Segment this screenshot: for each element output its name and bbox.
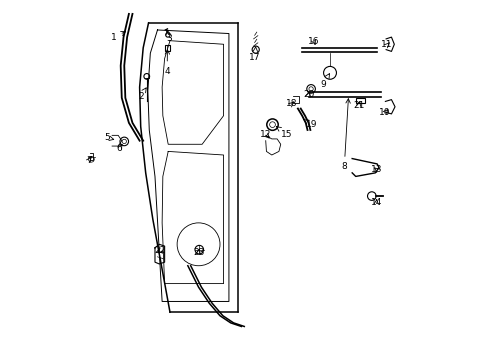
Text: 12: 12 bbox=[260, 130, 271, 139]
Text: 10: 10 bbox=[379, 108, 391, 117]
Text: 16: 16 bbox=[308, 37, 319, 46]
Text: 1: 1 bbox=[111, 31, 125, 42]
Text: 20: 20 bbox=[303, 90, 314, 99]
Text: 13: 13 bbox=[371, 166, 383, 175]
Text: 2: 2 bbox=[138, 88, 146, 100]
Text: 17: 17 bbox=[249, 47, 261, 62]
Text: 6: 6 bbox=[117, 144, 122, 153]
Text: 18: 18 bbox=[286, 99, 297, 108]
Text: 9: 9 bbox=[320, 74, 330, 89]
Text: 23: 23 bbox=[193, 248, 204, 257]
Text: 3: 3 bbox=[166, 30, 172, 44]
Text: 22: 22 bbox=[155, 246, 166, 255]
Text: 7: 7 bbox=[86, 156, 92, 165]
Text: 5: 5 bbox=[104, 133, 114, 142]
Text: 8: 8 bbox=[342, 99, 350, 171]
Text: 11: 11 bbox=[381, 40, 393, 49]
Bar bbox=[356, 98, 365, 103]
Text: 14: 14 bbox=[371, 198, 382, 207]
Text: 21: 21 bbox=[353, 101, 364, 110]
Text: 4: 4 bbox=[164, 50, 170, 76]
Text: 19: 19 bbox=[304, 120, 318, 129]
Bar bbox=[165, 45, 171, 51]
Text: 15: 15 bbox=[276, 127, 293, 139]
